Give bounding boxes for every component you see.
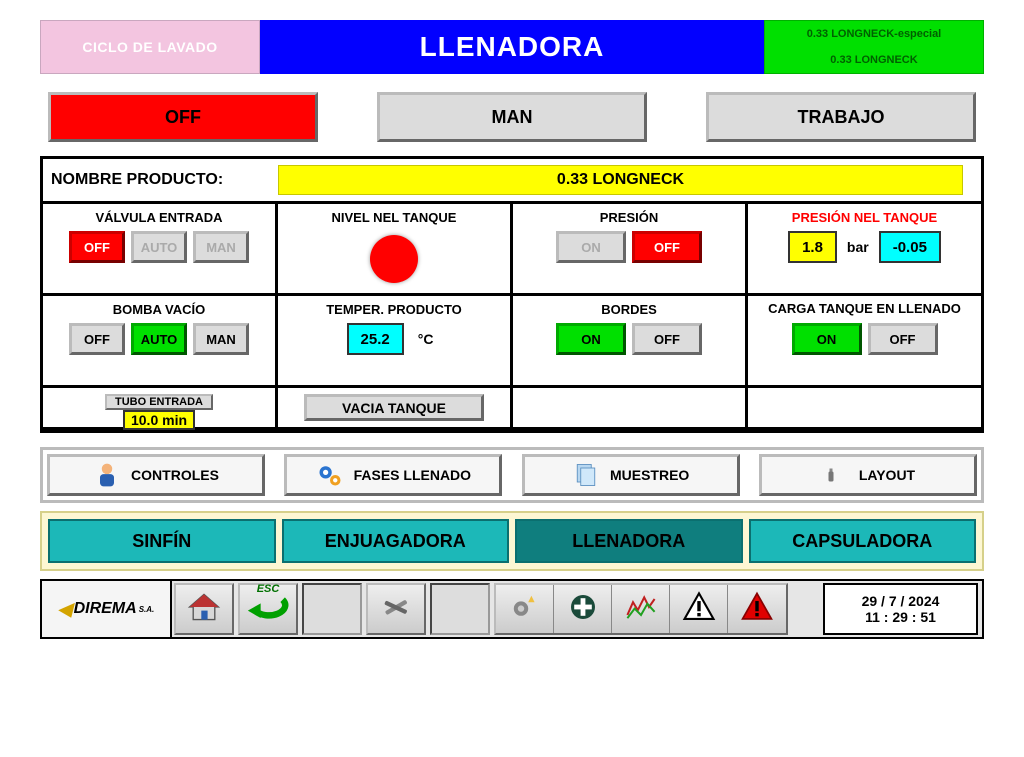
product-name-label: NOMBRE PRODUCTO: (43, 159, 278, 201)
direma-logo: ◀ DIREMA S.A. (42, 581, 172, 637)
bordes-off-button[interactable]: OFF (632, 323, 702, 355)
person-icon (93, 461, 121, 489)
mode-trabajo-button[interactable]: TRABAJO (706, 92, 976, 142)
alarm-button[interactable] (728, 585, 786, 633)
layout-button[interactable]: LAYOUT (759, 454, 977, 496)
valvula-off-button[interactable]: OFF (69, 231, 125, 263)
muestreo-label: MUESTREO (610, 467, 689, 483)
carga-on-button[interactable]: ON (792, 323, 862, 355)
presion-tanque-cell: PRESIÓN NEL TANQUE 1.8 bar -0.05 (748, 204, 981, 296)
date-value: 29 / 7 / 2024 (862, 593, 940, 609)
recipe-line2: 0.33 LONGNECK (765, 47, 983, 73)
empty-cell-2 (748, 388, 981, 430)
tank-level-indicator-icon (370, 235, 418, 283)
logo-sub: S.A. (139, 605, 155, 614)
presion-cell: PRESIÓN ON OFF (513, 204, 748, 296)
valvula-entrada-cell: VÁLVULA ENTRADA OFF AUTO MAN (43, 204, 278, 296)
carga-off-button[interactable]: OFF (868, 323, 938, 355)
muestreo-button[interactable]: MUESTREO (522, 454, 740, 496)
status-icon-group (494, 583, 788, 635)
time-value: 11 : 29 : 51 (865, 609, 936, 625)
documents-icon (572, 461, 600, 489)
plus-circle-icon (567, 591, 599, 628)
bottle-icon (821, 461, 849, 489)
product-name-value: 0.33 LONGNECK (278, 165, 963, 195)
spacer-1 (302, 583, 362, 635)
back-arrow-icon (246, 592, 290, 627)
presion-on-button[interactable]: ON (556, 231, 626, 263)
controles-label: CONTROLES (131, 467, 219, 483)
sinfin-tab[interactable]: SINFÍN (48, 519, 276, 563)
tubo-entrada-value[interactable]: 10.0 min (123, 410, 195, 430)
trends-button[interactable] (612, 585, 670, 633)
nivel-title: NIVEL NEL TANQUE (332, 210, 457, 225)
gear-sparkle-icon (509, 591, 541, 628)
wrench-icon (379, 590, 413, 629)
datetime-display: 29 / 7 / 2024 11 : 29 : 51 (823, 583, 978, 635)
carga-title: CARGA TANQUE EN LLENADO (768, 302, 961, 317)
bordes-title: BORDES (601, 302, 657, 317)
tubo-entrada-button[interactable]: TUBO ENTRADA (105, 394, 213, 410)
presion-actual-value: -0.05 (879, 231, 941, 263)
valvula-auto-button[interactable]: AUTO (131, 231, 187, 263)
trend-chart-icon (624, 591, 658, 628)
temper-title: TEMPER. PRODUCTO (326, 302, 462, 317)
fases-label: FASES LLENADO (354, 467, 471, 483)
logo-text: DIREMA (74, 600, 137, 618)
bomba-title: BOMBA VACÍO (113, 302, 205, 317)
warning-triangle-icon (682, 590, 716, 629)
tools-button[interactable] (366, 583, 426, 635)
carga-tanque-cell: CARGA TANQUE EN LLENADO ON OFF (748, 296, 981, 388)
presion-title: PRESIÓN (600, 210, 659, 225)
bomba-off-button[interactable]: OFF (69, 323, 125, 355)
valvula-title: VÁLVULA ENTRADA (95, 210, 222, 225)
vacia-tanque-cell: VACIA TANQUE (278, 388, 513, 430)
bomba-vacio-cell: BOMBA VACÍO OFF AUTO MAN (43, 296, 278, 388)
esc-button[interactable]: ESC (238, 583, 298, 635)
temper-producto-cell: TEMPER. PRODUCTO 25.2 °C (278, 296, 513, 388)
page-title: LLENADORA (260, 20, 764, 74)
bomba-man-button[interactable]: MAN (193, 323, 249, 355)
empty-cell-1 (513, 388, 748, 430)
settings-gear-button[interactable] (496, 585, 554, 633)
llenadora-tab[interactable]: LLENADORA (515, 519, 743, 563)
recipe-indicator[interactable]: 0.33 LONGNECK-especial 0.33 LONGNECK (764, 20, 984, 74)
valvula-man-button[interactable]: MAN (193, 231, 249, 263)
cycle-wash-button[interactable]: CICLO DE LAVADO (40, 20, 260, 74)
add-button[interactable] (554, 585, 612, 633)
mode-off-button[interactable]: OFF (48, 92, 318, 142)
nivel-tanque-cell: NIVEL NEL TANQUE (278, 204, 513, 296)
fases-llenado-button[interactable]: FASES LLENADO (284, 454, 502, 496)
presion-unit: bar (839, 239, 877, 255)
home-button[interactable] (174, 583, 234, 635)
alarm-triangle-icon (740, 590, 774, 629)
spacer-2 (430, 583, 490, 635)
tubo-entrada-cell: TUBO ENTRADA 10.0 min (43, 388, 278, 430)
temper-value: 25.2 (347, 323, 404, 355)
capsuladora-tab[interactable]: CAPSULADORA (749, 519, 977, 563)
home-icon (186, 589, 222, 630)
bordes-on-button[interactable]: ON (556, 323, 626, 355)
layout-label: LAYOUT (859, 467, 915, 483)
presion-tanque-title: PRESIÓN NEL TANQUE (792, 210, 937, 225)
presion-off-button[interactable]: OFF (632, 231, 702, 263)
presion-setpoint-value[interactable]: 1.8 (788, 231, 837, 263)
recipe-line1: 0.33 LONGNECK-especial (765, 21, 983, 47)
esc-label: ESC (257, 583, 280, 595)
bomba-auto-button[interactable]: AUTO (131, 323, 187, 355)
logo-triangle-icon: ◀ (58, 599, 72, 620)
mode-man-button[interactable]: MAN (377, 92, 647, 142)
bordes-cell: BORDES ON OFF (513, 296, 748, 388)
enjuagadora-tab[interactable]: ENJUAGADORA (282, 519, 510, 563)
controles-button[interactable]: CONTROLES (47, 454, 265, 496)
temper-unit: °C (410, 331, 442, 347)
warning-button[interactable] (670, 585, 728, 633)
gears-icon (316, 461, 344, 489)
vacia-tanque-button[interactable]: VACIA TANQUE (304, 394, 484, 421)
